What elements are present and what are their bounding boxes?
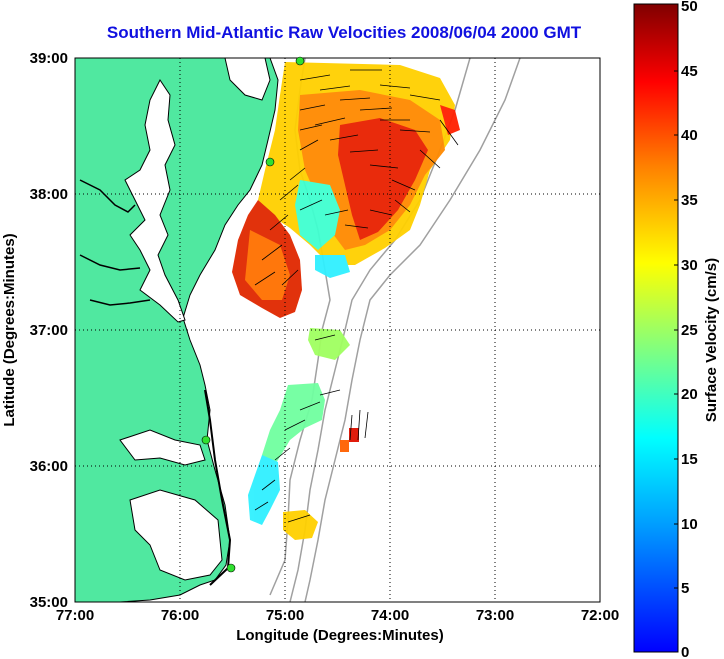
colorbar-tick-label: 15: [681, 451, 698, 468]
colorbar-tick-label: 45: [681, 63, 698, 80]
rappahannock-river: [79, 254, 141, 271]
plot-frame: [74, 57, 601, 603]
velocity-arrows: [254, 69, 459, 523]
albemarle-sound: [119, 429, 206, 466]
y-tick-label: 38:00: [30, 186, 68, 203]
colorbar-tick-label: 20: [681, 386, 698, 403]
station-marker-2[interactable]: [265, 157, 275, 167]
x-tick-label: 74:00: [371, 607, 409, 624]
station-marker-4[interactable]: [226, 563, 236, 573]
chesapeake-bay: [124, 79, 186, 323]
field-north-east-red: [440, 105, 460, 135]
x-tick-label: 77:00: [56, 607, 94, 624]
x-tick-label: 75:00: [266, 607, 304, 624]
x-ticks: 77:00 76:00 75:00 74:00 73:00 72:00: [56, 607, 619, 624]
colorbar-tick-label: 40: [681, 127, 698, 144]
y-tick-label: 35:00: [30, 594, 68, 611]
colorbar-tick-label: 25: [681, 322, 698, 339]
field-north-lightcyan: [315, 255, 350, 278]
field-north-red: [338, 118, 428, 240]
field-south-cyan: [248, 455, 280, 525]
colorbar-tick-label: 30: [681, 257, 698, 274]
station-marker-1[interactable]: [295, 56, 305, 66]
plot-area: [75, 58, 600, 602]
y-tick-label: 36:00: [30, 458, 68, 475]
x-tick-label: 73:00: [476, 607, 514, 624]
map-title: Southern Mid-Atlantic Raw Velocities 200…: [107, 23, 582, 42]
stations: [201, 56, 305, 573]
grid: [75, 58, 600, 602]
colorbar-tick-label: 5: [681, 580, 689, 597]
colorbar-tick-label: 10: [681, 516, 698, 533]
york-river: [89, 299, 151, 306]
y-ticks: 39:00 38:00 37:00 36:00 35:00: [30, 50, 68, 611]
colorbar-gradient: [633, 3, 679, 653]
velocity-field: [232, 62, 460, 540]
field-offshore-red: [349, 428, 359, 442]
delaware-bay: [224, 58, 271, 101]
field-south-green: [262, 383, 325, 470]
colorbar: 50 45 40 35 30 25 20 15 10 5 0 Surface V…: [633, 0, 720, 659]
isobath-line-3: [304, 58, 521, 602]
field-north-cyan: [295, 180, 340, 250]
colorbar-ticks: [674, 70, 678, 589]
field-offshore-orange: [340, 440, 349, 452]
y-tick-label: 37:00: [30, 322, 68, 339]
x-tick-label: 76:00: [161, 607, 199, 624]
colorbar-tick-label: 0: [681, 644, 689, 659]
colorbar-label: Surface Velocity (cm/s): [703, 258, 720, 422]
pamlico-sound: [129, 489, 223, 581]
field-south-yellow: [283, 510, 318, 540]
x-tick-label: 72:00: [581, 607, 619, 624]
station-marker-3[interactable]: [201, 435, 211, 445]
y-axis-label: Latitude (Degrees:Minutes): [1, 233, 18, 426]
x-axis-label: Longitude (Degrees:Minutes): [236, 627, 444, 644]
potomac-river: [79, 179, 136, 213]
colorbar-tick-label: 50: [681, 0, 698, 15]
field-mid-green: [308, 328, 350, 360]
y-tick-label: 39:00: [30, 50, 68, 67]
colorbar-tick-label: 35: [681, 192, 698, 209]
